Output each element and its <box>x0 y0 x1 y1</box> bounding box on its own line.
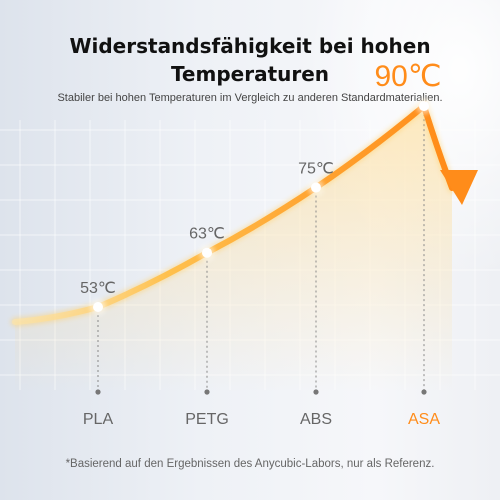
category-label-asa: ASA <box>408 411 440 428</box>
point-asa <box>419 101 429 112</box>
axis-tick-abs <box>313 389 319 395</box>
point-pla <box>93 302 103 312</box>
value-label-petg: 63℃ <box>189 226 225 243</box>
category-label-abs: ABS <box>300 411 332 428</box>
page-subtitle: Stabiler bei hohen Temperaturen im Vergl… <box>57 92 443 104</box>
value-label-abs: 75℃ <box>298 161 334 178</box>
axis-tick-petg <box>204 389 210 395</box>
footnote: *Basierend auf den Ergebnissen des Anycu… <box>65 458 435 470</box>
point-petg <box>202 247 212 258</box>
axis-tick-pla <box>95 389 101 395</box>
value-label-pla: 53℃ <box>80 280 116 297</box>
category-label-petg: PETG <box>185 411 229 428</box>
chart-area <box>15 106 452 392</box>
point-abs <box>311 182 321 193</box>
chart-labels: 53℃ PLA 63℃ PETG 75℃ ABS 90℃ ASA <box>80 60 441 428</box>
chart-marks <box>90 98 432 315</box>
chart-guides <box>95 114 427 395</box>
arrow-head <box>440 170 478 205</box>
page-title: Widerstandsfähigkeit bei hohen Temperatu… <box>69 34 431 86</box>
axis-tick-asa <box>421 389 427 395</box>
area-fill <box>15 106 452 392</box>
category-label-pla: PLA <box>83 411 114 428</box>
value-label-asa: 90℃ <box>374 60 441 93</box>
